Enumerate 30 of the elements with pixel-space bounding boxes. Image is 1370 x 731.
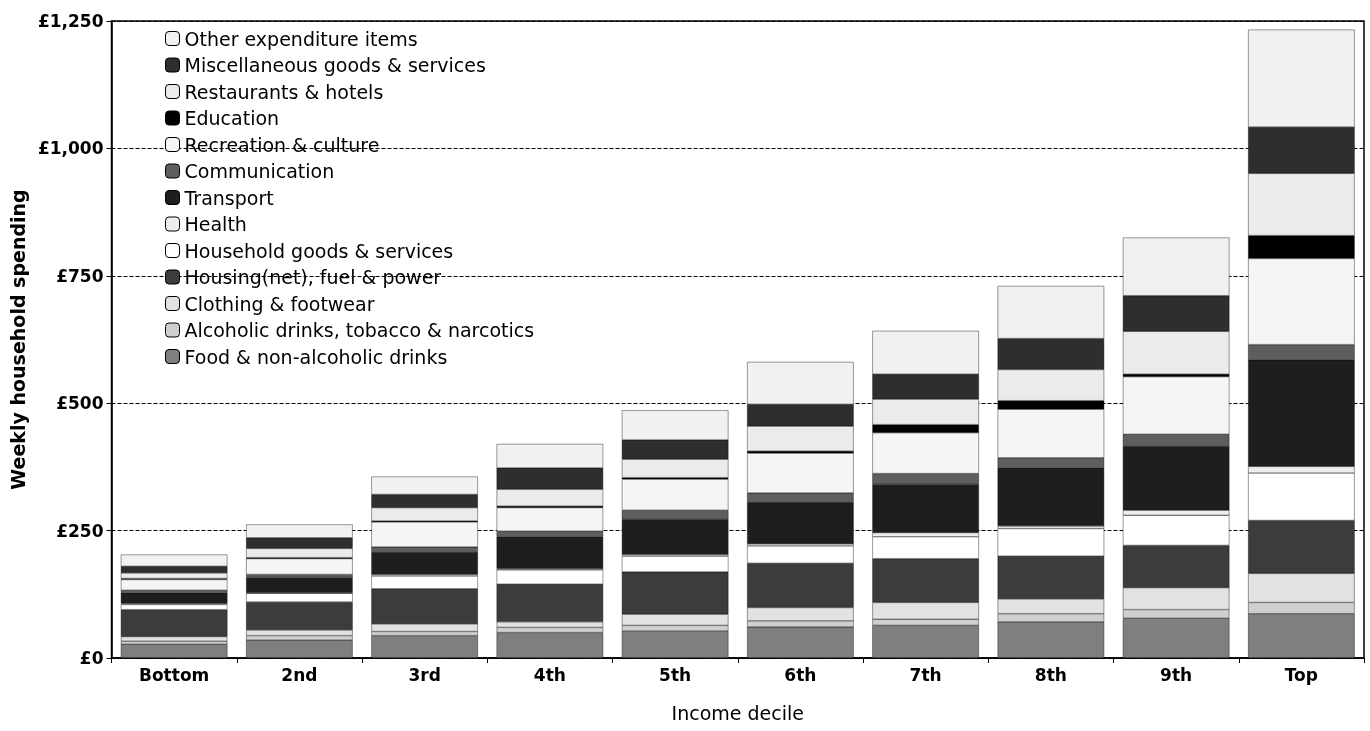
legend-label: Alcoholic drinks, tobacco & narcotics	[184, 319, 535, 341]
legend-label: Transport	[183, 186, 274, 209]
x-tick-label: 2nd	[281, 664, 318, 685]
x-axis-title: Income decile	[671, 701, 804, 724]
x-tick-label: Bottom	[138, 664, 210, 685]
x-tick-label: 3rd	[408, 664, 441, 685]
x-tick-label: 9th	[1160, 664, 1193, 685]
legend-label: Recreation & culture	[184, 133, 380, 156]
x-tick-label: 6th	[784, 664, 817, 685]
y-tick-label: £1,000	[37, 138, 104, 159]
y-tick-label: £0	[79, 648, 104, 668]
y-tick-label: £750	[56, 265, 104, 286]
y-tick-label: £250	[56, 520, 104, 541]
legend-label: Health	[184, 213, 247, 235]
x-tick-label: 5th	[659, 664, 692, 685]
x-tick-label: 7th	[909, 664, 942, 685]
legend-label: Household goods & services	[184, 239, 454, 262]
legend-label: Clothing & footwear	[184, 292, 375, 315]
legend-label: Restaurants & hotels	[184, 80, 384, 103]
x-tick-label: Top	[1284, 664, 1318, 685]
y-tick-label: £1,250	[37, 11, 104, 31]
legend-label: Other expenditure items	[184, 27, 418, 50]
y-axis-title: Weekly household spending	[6, 189, 29, 490]
legend-label: Food & non-alcoholic drinks	[184, 345, 448, 368]
y-tick-label: £500	[56, 393, 104, 414]
legend-label: Education	[184, 107, 280, 129]
legend-label: Miscellaneous goods & services	[184, 54, 486, 76]
x-tick-label: 8th	[1034, 664, 1067, 685]
x-tick-label: 4th	[533, 664, 566, 685]
legend-label: Communication	[184, 160, 335, 182]
